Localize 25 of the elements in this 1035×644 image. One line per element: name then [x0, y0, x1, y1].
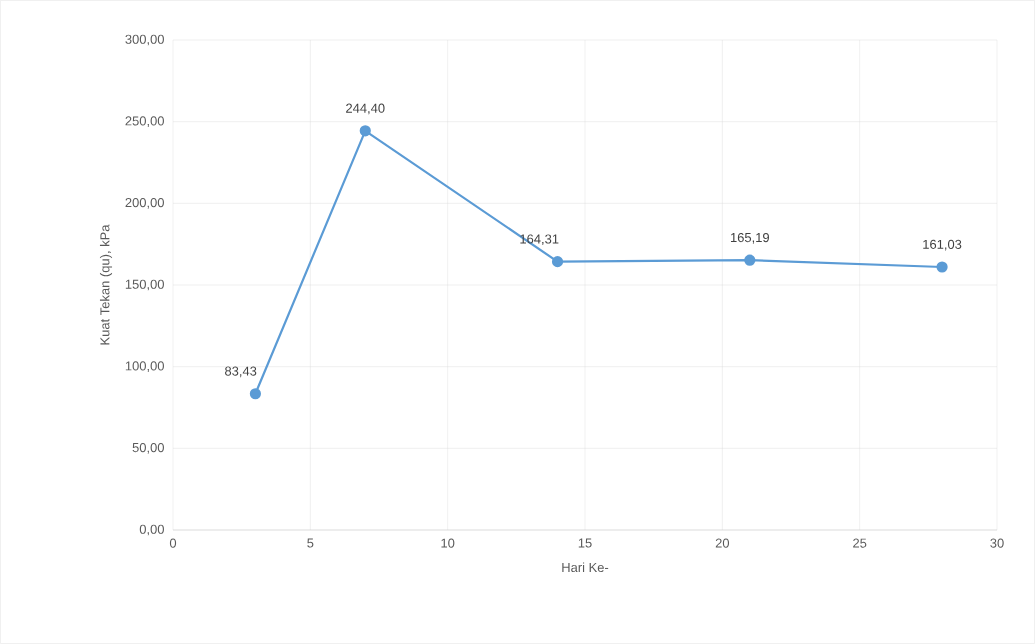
y-tick-label: 50,00 [132, 442, 164, 454]
x-tick-label: 5 [307, 538, 314, 548]
y-tick-label: 200,00 [125, 197, 164, 209]
x-tick-label: 10 [441, 538, 455, 548]
y-tick-label: 250,00 [125, 116, 164, 128]
x-tick-label: 0 [169, 538, 177, 548]
x-axis-title: Hari Ke- [562, 562, 609, 573]
data-label: 165,19 [730, 232, 769, 244]
x-tick-label: 30 [990, 538, 1004, 548]
point [936, 261, 948, 273]
point [249, 388, 261, 400]
x-tick-label: 20 [715, 538, 730, 548]
y-axis-title: Kuat Tekan (qu), kPa [99, 224, 113, 345]
point [551, 256, 564, 268]
point [359, 125, 371, 137]
x-tick-label: 15 [578, 538, 592, 548]
data-label: 83,43 [225, 366, 257, 378]
y-tick-label: 100,00 [125, 361, 164, 373]
point [744, 254, 756, 266]
y-tick-label: 150,00 [125, 279, 164, 291]
x-tick-label: 25 [853, 538, 867, 548]
y-tick-label: 300,00 [125, 34, 164, 46]
data-label: 161,03 [923, 239, 962, 251]
data-label: 244,40 [346, 103, 385, 115]
y-tick-label: 0,00 [139, 524, 164, 536]
